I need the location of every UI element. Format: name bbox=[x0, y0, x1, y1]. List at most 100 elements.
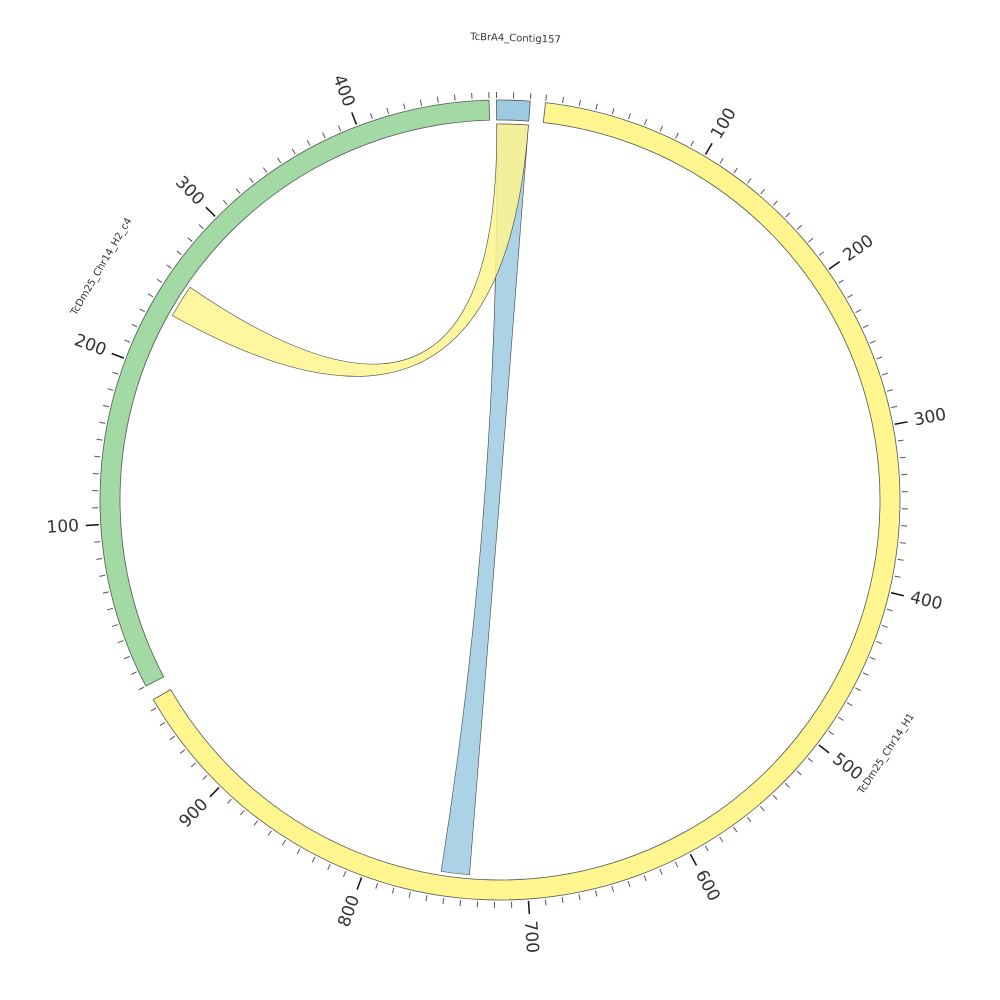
minor-tick bbox=[453, 94, 456, 101]
minor-tick bbox=[94, 541, 101, 543]
minor-tick bbox=[156, 278, 163, 283]
minor-tick bbox=[419, 99, 423, 106]
segment-arc bbox=[152, 102, 901, 901]
minor-tick bbox=[828, 730, 835, 736]
minor-tick bbox=[855, 687, 861, 692]
tick-label: 800 bbox=[334, 893, 364, 930]
minor-tick bbox=[112, 371, 119, 375]
minor-tick bbox=[235, 188, 241, 194]
minor-tick bbox=[124, 339, 131, 343]
minor-tick bbox=[375, 882, 379, 889]
minor-tick bbox=[337, 125, 342, 132]
segment-arc bbox=[99, 99, 491, 687]
minor-tick bbox=[675, 132, 679, 139]
minor-tick bbox=[291, 148, 296, 155]
minor-tick bbox=[267, 830, 272, 836]
major-tick bbox=[689, 853, 698, 866]
minor-tick bbox=[150, 707, 157, 712]
minor-tick bbox=[99, 574, 106, 577]
minor-tick bbox=[99, 421, 106, 424]
minor-tick bbox=[627, 880, 631, 887]
minor-tick bbox=[690, 140, 694, 147]
minor-tick bbox=[628, 113, 631, 120]
minor-tick bbox=[876, 356, 883, 360]
major-tick bbox=[527, 900, 531, 915]
minor-tick bbox=[111, 624, 118, 627]
minor-tick bbox=[886, 389, 893, 392]
minor-tick bbox=[102, 591, 109, 594]
major-tick bbox=[351, 112, 358, 125]
link-ribbon bbox=[440, 123, 529, 876]
major-tick bbox=[704, 142, 713, 155]
major-tick bbox=[818, 744, 830, 754]
minor-tick bbox=[719, 158, 724, 164]
minor-tick bbox=[459, 900, 462, 907]
minor-tick bbox=[190, 762, 197, 768]
minor-tick bbox=[147, 293, 154, 298]
minor-tick bbox=[176, 250, 182, 256]
major-tick bbox=[111, 352, 125, 359]
minor-tick bbox=[131, 323, 138, 328]
minor-tick bbox=[897, 558, 904, 561]
minor-tick bbox=[578, 99, 581, 107]
minor-tick bbox=[343, 871, 347, 877]
segment-label: TcBrA4_Contig157 bbox=[469, 32, 561, 46]
minor-tick bbox=[807, 757, 814, 763]
minor-tick bbox=[202, 775, 208, 780]
minor-tick bbox=[222, 199, 228, 205]
minor-tick bbox=[796, 770, 802, 776]
link-ribbon bbox=[171, 123, 529, 377]
minor-tick bbox=[881, 372, 888, 376]
minor-tick bbox=[643, 875, 647, 882]
minor-tick bbox=[249, 177, 254, 183]
minor-tick bbox=[311, 856, 316, 863]
minor-tick bbox=[785, 212, 791, 218]
minor-tick bbox=[760, 189, 765, 195]
minor-tick bbox=[408, 891, 411, 898]
minor-tick bbox=[897, 439, 904, 442]
minor-tick bbox=[595, 103, 598, 110]
major-tick bbox=[205, 206, 216, 217]
minor-tick bbox=[838, 716, 844, 721]
minor-tick bbox=[562, 96, 565, 103]
minor-tick bbox=[886, 608, 893, 612]
minor-tick bbox=[436, 96, 439, 103]
minor-tick bbox=[796, 224, 803, 230]
tick-label: 200 bbox=[839, 231, 877, 266]
major-tick bbox=[85, 524, 99, 527]
minor-tick bbox=[733, 826, 738, 833]
minor-tick bbox=[759, 805, 765, 812]
minor-tick bbox=[117, 640, 124, 644]
links bbox=[171, 123, 529, 876]
minor-tick bbox=[159, 721, 166, 726]
minor-tick bbox=[306, 140, 311, 146]
minor-tick bbox=[869, 340, 876, 344]
segment-label: TcDm25_Chr14_H1 bbox=[856, 712, 917, 798]
minor-tick bbox=[862, 672, 869, 676]
minor-tick bbox=[545, 94, 547, 101]
tick-label: 300 bbox=[912, 405, 948, 431]
minor-tick bbox=[611, 108, 615, 115]
minor-tick bbox=[403, 103, 406, 110]
minor-tick bbox=[240, 809, 245, 816]
minor-tick bbox=[94, 455, 101, 458]
minor-tick bbox=[899, 542, 906, 544]
major-tick bbox=[828, 260, 841, 270]
minor-tick bbox=[262, 167, 268, 173]
minor-tick bbox=[391, 887, 395, 894]
minor-tick bbox=[846, 702, 853, 707]
segment-arc bbox=[496, 99, 531, 122]
minor-tick bbox=[327, 864, 331, 871]
minor-tick bbox=[862, 324, 869, 329]
minor-tick bbox=[138, 686, 145, 691]
minor-tick bbox=[227, 798, 232, 804]
minor-tick bbox=[891, 405, 898, 409]
minor-tick bbox=[733, 167, 738, 174]
minor-tick bbox=[659, 125, 664, 132]
minor-tick bbox=[847, 294, 853, 299]
minor-tick bbox=[578, 894, 581, 901]
minor-tick bbox=[561, 897, 564, 904]
minor-tick bbox=[611, 885, 615, 893]
minor-tick bbox=[103, 404, 110, 408]
